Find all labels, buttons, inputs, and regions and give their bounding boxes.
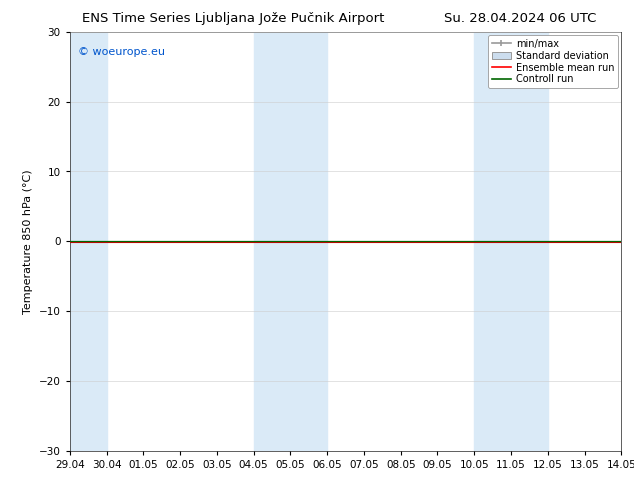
Text: ENS Time Series Ljubljana Jože Pučnik Airport: ENS Time Series Ljubljana Jože Pučnik Ai… — [82, 12, 385, 25]
Bar — [254, 32, 327, 451]
Text: Su. 28.04.2024 06 UTC: Su. 28.04.2024 06 UTC — [444, 12, 596, 25]
Y-axis label: Temperature 850 hPa (°C): Temperature 850 hPa (°C) — [23, 169, 33, 314]
Text: © woeurope.eu: © woeurope.eu — [78, 47, 165, 56]
Legend: min/max, Standard deviation, Ensemble mean run, Controll run: min/max, Standard deviation, Ensemble me… — [488, 35, 618, 88]
Bar — [70, 32, 107, 451]
Bar — [474, 32, 548, 451]
